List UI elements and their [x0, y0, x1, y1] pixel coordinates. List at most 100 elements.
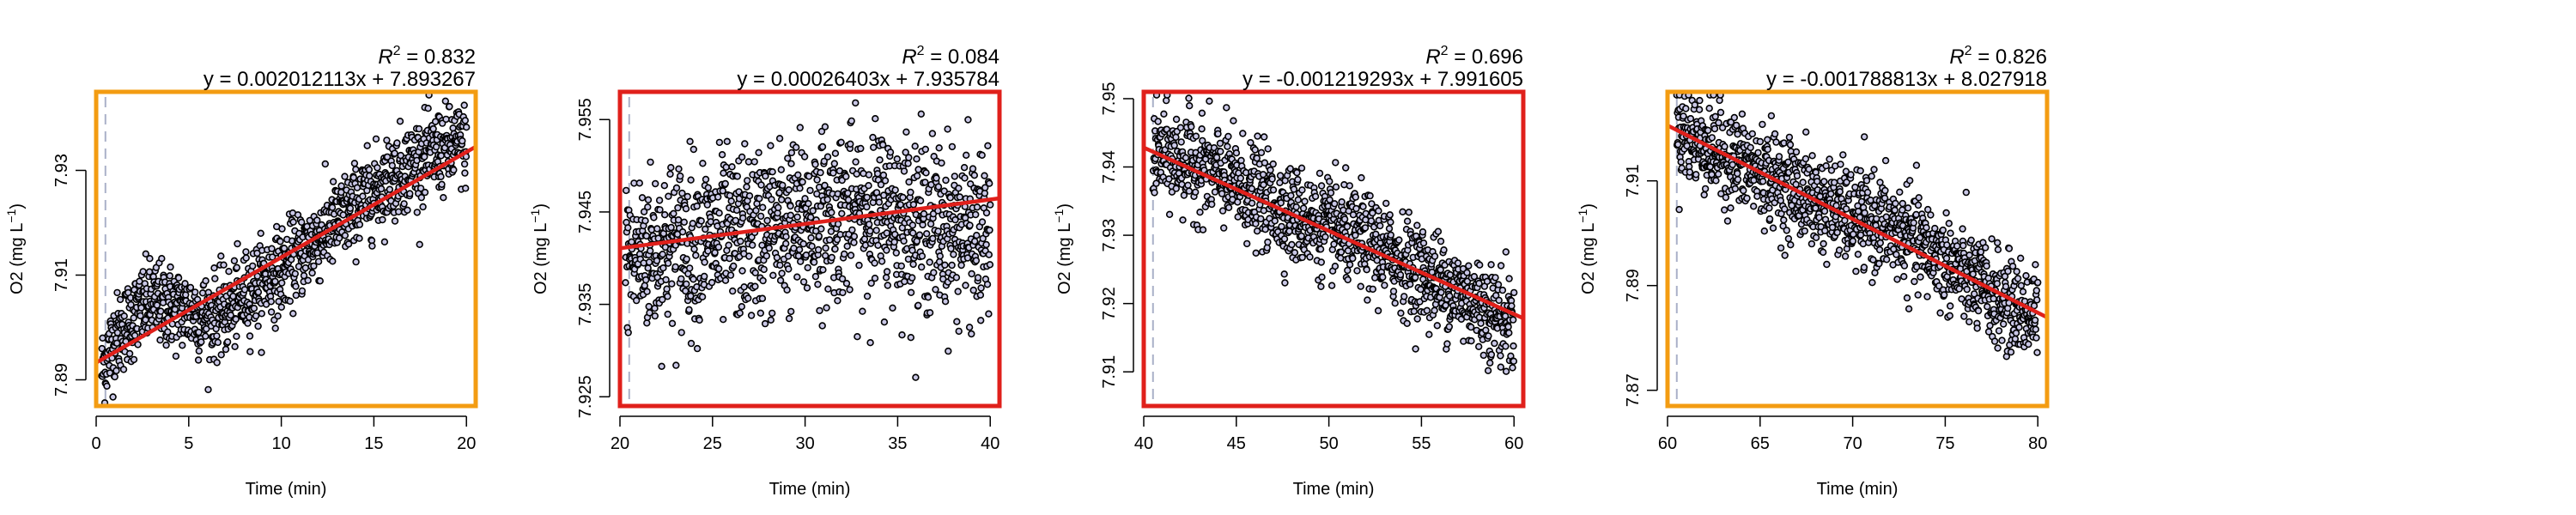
data-point [1945, 220, 1953, 227]
data-point [799, 278, 808, 286]
data-point [969, 165, 977, 173]
data-point [1692, 171, 1700, 179]
data-point [1400, 293, 1408, 300]
data-point [796, 185, 804, 192]
regression-equation: y = 0.00026403x + 7.935784 [737, 68, 999, 91]
data-point [1196, 209, 1204, 216]
data-point [1959, 241, 1967, 250]
data-point [785, 314, 793, 323]
data-point [179, 342, 186, 349]
data-point [1286, 165, 1294, 173]
data-point [1344, 246, 1352, 255]
data-point [1369, 285, 1377, 294]
data-point [267, 298, 275, 306]
data-point [756, 212, 765, 221]
data-point [934, 227, 942, 235]
data-point [672, 184, 681, 192]
data-point [719, 316, 727, 324]
data-point [644, 203, 652, 211]
data-point [738, 303, 745, 311]
data-point [947, 245, 955, 252]
data-point [244, 319, 252, 327]
data-point [954, 288, 962, 295]
data-point [1711, 112, 1719, 121]
data-point [1862, 177, 1871, 185]
data-point [941, 298, 950, 306]
data-point [957, 261, 965, 270]
data-point [818, 142, 827, 151]
data-point [960, 164, 969, 172]
data-point [1854, 251, 1862, 258]
data-point [1753, 192, 1761, 200]
data-point [1826, 155, 1833, 163]
data-point [1343, 222, 1352, 231]
data-point [914, 166, 922, 173]
data-point [1412, 345, 1419, 353]
data-point [946, 194, 955, 202]
data-point [1349, 254, 1357, 263]
data-point [914, 301, 922, 309]
data-point [899, 193, 907, 202]
data-point [1677, 158, 1685, 166]
data-point [883, 246, 890, 254]
data-point [211, 275, 219, 282]
data-point [1497, 363, 1505, 371]
data-point [1170, 142, 1178, 149]
data-point [1165, 210, 1174, 219]
data-point [640, 208, 648, 215]
data-point [1820, 248, 1827, 257]
r-squared-label: R2 = 0.826 [1949, 44, 2047, 69]
data-point [675, 165, 683, 173]
panel-frame [94, 89, 478, 409]
data-point [817, 225, 825, 233]
data-point [678, 228, 687, 236]
data-point [977, 284, 985, 292]
data-point [1172, 115, 1181, 124]
data-point [738, 214, 747, 222]
data-point [352, 258, 360, 266]
x-axis-title: Time (min) [769, 480, 851, 499]
data-point [429, 124, 437, 133]
data-point [146, 255, 154, 263]
data-point [1914, 291, 1922, 299]
data-point [1277, 199, 1285, 207]
data-point [1434, 227, 1443, 235]
data-point [400, 200, 408, 208]
data-point [1820, 207, 1829, 215]
data-point [756, 195, 763, 203]
data-point [787, 160, 795, 167]
data-point [359, 192, 367, 200]
data-point [878, 258, 886, 265]
data-point [1315, 169, 1324, 178]
data-point [1998, 336, 2006, 344]
data-point [1820, 239, 1827, 248]
data-point [234, 239, 241, 248]
data-point [1298, 186, 1306, 194]
data-point [751, 282, 759, 290]
data-point [651, 312, 659, 320]
data-point [685, 264, 694, 272]
data-point [1353, 267, 1361, 275]
data-point [214, 338, 222, 347]
data-point [886, 148, 895, 156]
data-point [683, 255, 690, 263]
data-point [2017, 254, 2025, 262]
data-point [225, 268, 233, 276]
data-point [794, 171, 802, 179]
data-point [690, 276, 697, 283]
data-point [1723, 217, 1732, 225]
data-point [298, 287, 307, 295]
data-point [1179, 216, 1187, 224]
data-point [714, 193, 722, 201]
data-point [1748, 130, 1757, 138]
data-point [793, 213, 801, 221]
data-point [1947, 302, 1954, 310]
data-point [1727, 204, 1735, 212]
data-point [1780, 216, 1788, 224]
data-point [762, 173, 769, 180]
data-point [767, 316, 775, 324]
data-point [210, 264, 218, 272]
data-point [383, 153, 392, 161]
data-point [759, 276, 767, 285]
data-point [1900, 273, 1908, 281]
